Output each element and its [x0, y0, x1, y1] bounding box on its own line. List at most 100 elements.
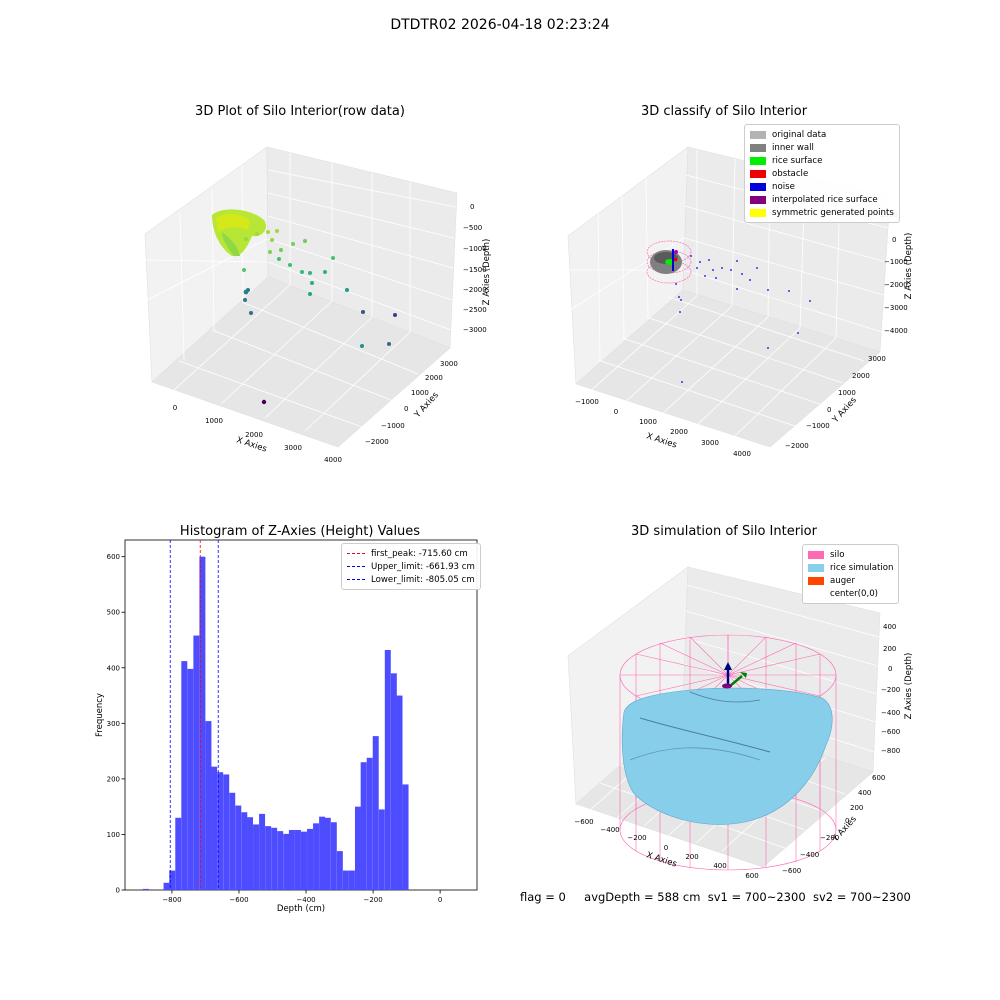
- classify-z-tick: −2000: [884, 281, 908, 289]
- histogram-y-tick: 200: [107, 775, 120, 783]
- simulation-3d-ticks: −600 −400 −200 0 200 400 600 −600 −400 −…: [574, 623, 914, 880]
- classify-z-tick: −4000: [884, 327, 908, 335]
- histogram-bar: [366, 757, 373, 890]
- sim-y-tick: 200: [850, 804, 863, 812]
- simulation-plot-title: 3D simulation of Silo Interior: [631, 524, 817, 539]
- sim-z-tick: −400: [881, 709, 900, 717]
- legend-label: symmetric generated points: [772, 207, 894, 218]
- histogram-bar: [378, 809, 385, 890]
- classify-3d-points: [646, 240, 811, 383]
- histogram-bar: [288, 830, 295, 890]
- histogram-bar: [205, 721, 212, 890]
- histogram-bar: [223, 774, 230, 890]
- legend-swatch: [347, 566, 365, 567]
- legend-entry: symmetric generated points: [750, 206, 894, 219]
- legend-swatch: [808, 590, 824, 598]
- histogram-x-tick: 0: [438, 896, 442, 904]
- legend-label: rice simulation: [830, 562, 894, 573]
- raw-y-tick: 1000: [411, 389, 429, 397]
- legend-entry: inner wall: [750, 141, 894, 154]
- raw-3d-axes-box: [144, 146, 458, 448]
- status-sv1: sv1 = 700~2300: [707, 890, 806, 904]
- legend-swatch: [750, 130, 766, 139]
- legend-entry: rice surface: [750, 154, 894, 167]
- legend-label: Lower_limit: -805.05 cm: [371, 574, 475, 585]
- histogram-y-tick: 100: [107, 831, 120, 839]
- legend-label: interpolated rice surface: [772, 194, 878, 205]
- sim-y-tick: 400: [858, 789, 871, 797]
- legend-entry: rice simulation: [808, 561, 893, 574]
- classify-legend: original data inner wall rice surface ob…: [744, 124, 900, 223]
- sim-x-label: X Axies: [645, 850, 678, 869]
- legend-swatch: [750, 195, 766, 204]
- legend-swatch: [808, 563, 824, 572]
- legend-swatch: [347, 553, 365, 554]
- histogram-bar: [271, 827, 278, 890]
- legend-label: noise: [772, 181, 795, 192]
- legend-swatch: [808, 576, 824, 585]
- sim-z-tick: 400: [883, 623, 896, 631]
- histogram-bar: [253, 824, 260, 890]
- raw-z-tick: −2000: [463, 286, 487, 294]
- status-flag: flag = 0: [520, 890, 566, 904]
- sim-y-tick: 0: [845, 817, 849, 825]
- histogram-y-tick: 400: [107, 664, 120, 672]
- histogram-bar: [187, 668, 194, 890]
- rice-surface: [621, 687, 833, 825]
- legend-entry: obstacle: [750, 167, 894, 180]
- histogram-x-tick: −200: [363, 896, 382, 904]
- histogram-bar: [390, 673, 397, 890]
- histogram-bar: [181, 661, 188, 890]
- histogram-bar: [193, 635, 200, 890]
- classify-x-tick: 4000: [733, 450, 751, 458]
- histogram-bar: [372, 736, 379, 890]
- sim-z-tick: −800: [881, 747, 900, 755]
- legend-entry: silo: [808, 548, 893, 561]
- classify-x-tick: 3000: [701, 439, 719, 447]
- histogram-bar: [163, 882, 170, 890]
- legend-entry: Lower_limit: -805.05 cm: [347, 573, 475, 586]
- histogram-bar: [199, 556, 206, 890]
- histogram-title: Histogram of Z-Axies (Height) Values: [179, 524, 421, 539]
- legend-swatch: [750, 208, 766, 217]
- legend-label: first_peak: -715.60 cm: [371, 548, 468, 559]
- histogram-bar: [211, 766, 218, 890]
- legend-entry: noise: [750, 180, 894, 193]
- classify-x-tick: 1000: [639, 418, 657, 426]
- histogram-bar: [402, 784, 409, 890]
- raw-x-tick: 1000: [205, 417, 223, 425]
- raw-x-tick: 3000: [284, 444, 302, 452]
- histogram-y-tick: 600: [107, 553, 120, 561]
- histogram-bar: [235, 805, 242, 890]
- auger-axes-marker: [722, 662, 747, 689]
- simulation-legend: silo rice simulation auger center(0,0): [802, 544, 900, 604]
- raw-z-label: Z Axies (Depth): [482, 239, 492, 306]
- raw-x-label: X Axies: [235, 435, 268, 454]
- status-sv2: sv2 = 700~2300: [812, 890, 911, 904]
- histogram-bar: [336, 851, 343, 890]
- sim-x-tick: 600: [745, 872, 758, 880]
- histogram-bar: [259, 813, 266, 890]
- histogram-bar: [342, 870, 349, 890]
- sim-y-tick: −600: [782, 867, 801, 875]
- classify-plot-title: 3D classify of Silo Interior: [640, 104, 808, 119]
- classify-x-tick: −1000: [575, 398, 599, 406]
- raw-y-tick: −2000: [365, 438, 389, 446]
- sim-y-label: Y Axies: [830, 814, 859, 845]
- histogram-bar: [330, 822, 337, 890]
- histogram-legend: first_peak: -715.60 cm Upper_limit: -661…: [341, 543, 481, 590]
- classify-y-tick: −2000: [785, 442, 809, 450]
- classify-y-tick: 3000: [868, 355, 886, 363]
- histogram-bars: [142, 556, 409, 890]
- histogram-y-tick: 500: [107, 609, 120, 617]
- histogram-bar: [324, 817, 331, 890]
- sim-x-tick: −200: [627, 834, 646, 842]
- classify-y-tick: 2000: [852, 372, 870, 380]
- classify-y-tick: 1000: [838, 389, 856, 397]
- silo-wireframe: [619, 634, 837, 871]
- sim-y-tick: −400: [800, 851, 819, 859]
- legend-entry: auger: [808, 574, 893, 587]
- classify-z-label: Z Axies (Depth): [904, 233, 914, 300]
- legend-swatch: [347, 579, 365, 580]
- status-avg-depth: avgDepth = 588 cm: [584, 890, 701, 904]
